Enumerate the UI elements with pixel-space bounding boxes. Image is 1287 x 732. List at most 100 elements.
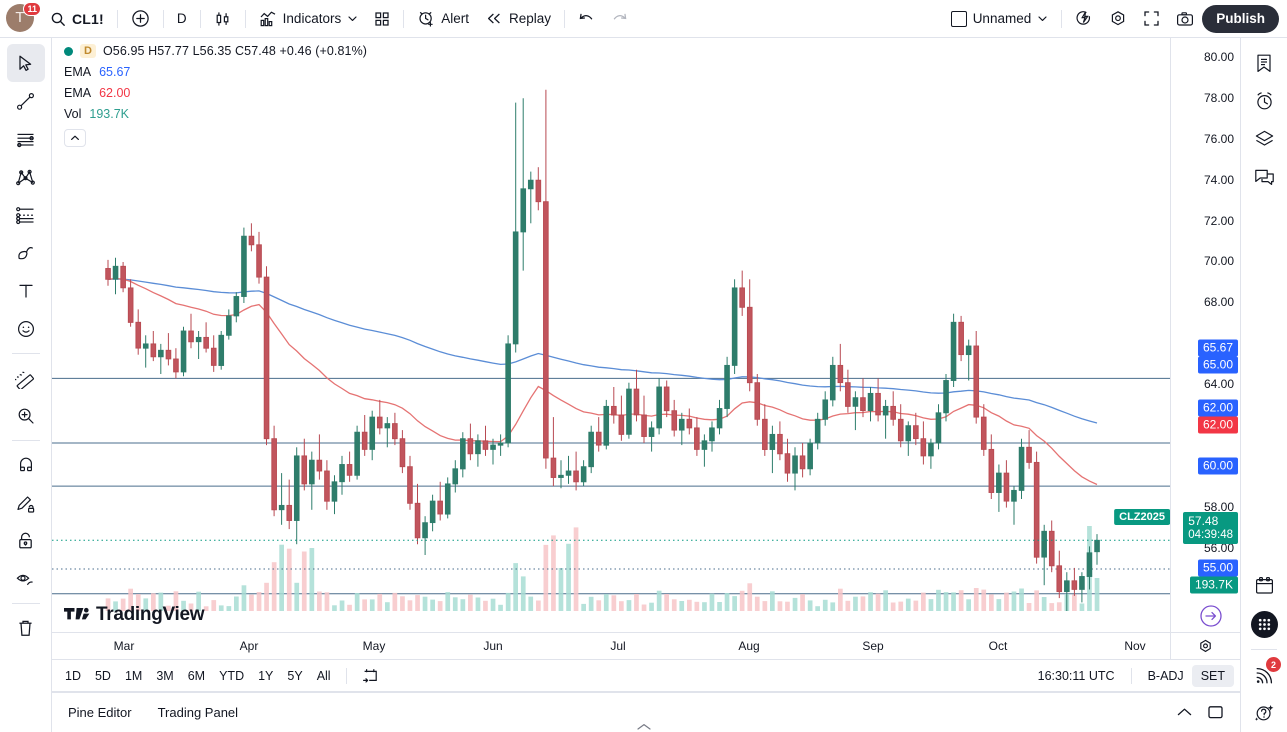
price-tick: 70.00 — [1203, 254, 1234, 268]
legend-indicator-ema-slow[interactable]: EMA 65.67 — [64, 65, 367, 79]
panel-expand-button[interactable] — [1176, 707, 1193, 718]
range-ytd[interactable]: YTD — [219, 668, 245, 683]
user-avatar[interactable]: T 11 — [6, 1, 41, 34]
horizontal-lines-tool[interactable] — [7, 120, 45, 158]
price-tick: 56.00 — [1203, 541, 1234, 555]
range-1d[interactable]: 1D — [65, 668, 81, 683]
divider — [244, 9, 246, 28]
alert-button[interactable]: Alert — [409, 5, 477, 33]
publish-button[interactable]: Publish — [1202, 4, 1279, 33]
emoji-tool[interactable] — [7, 310, 45, 348]
data-window-button[interactable] — [1246, 120, 1282, 158]
panel-maximize-button[interactable] — [1207, 705, 1224, 720]
price-line-62-badge[interactable]: 62.00 — [1197, 399, 1238, 417]
tab-pine-editor[interactable]: Pine Editor — [68, 705, 132, 720]
hex-gear-icon — [1109, 10, 1127, 28]
help-button[interactable] — [1246, 694, 1282, 732]
time-tick: Nov — [1124, 639, 1146, 653]
legend-indicator-ema-fast[interactable]: EMA 62.00 — [64, 86, 367, 100]
price-tick: 58.00 — [1203, 500, 1234, 514]
replay-button[interactable]: Replay — [477, 5, 559, 33]
chevron-down-icon[interactable] — [347, 13, 358, 24]
alerts-button[interactable] — [1246, 82, 1282, 120]
apps-button[interactable] — [1246, 605, 1282, 643]
ema-65-badge[interactable]: 65.67 — [1197, 339, 1238, 357]
legend-main-row[interactable]: D O56.95 H57.77 L56.35 C57.48 +0.46 (+0.… — [64, 44, 367, 58]
indicators-button[interactable]: Indicators — [251, 5, 367, 33]
price-tick: 78.00 — [1203, 91, 1234, 105]
symbol-search-button[interactable]: CL1! — [42, 5, 112, 33]
range-6m[interactable]: 6M — [187, 668, 206, 683]
rewind-icon — [485, 11, 503, 26]
lock-drawings-tool[interactable] — [7, 522, 45, 560]
magnet-tool[interactable] — [7, 446, 45, 484]
drawing-mode-tool[interactable] — [7, 484, 45, 522]
undo-icon — [578, 12, 595, 26]
range-3m[interactable]: 3M — [156, 668, 174, 683]
panel-drag-handle[interactable] — [636, 723, 652, 731]
broadcast-button[interactable]: 2 — [1246, 656, 1282, 694]
range-1m[interactable]: 1M — [124, 668, 143, 683]
time-axis[interactable]: Mar Apr May Jun Jul Aug Sep Oct Nov — [52, 605, 1240, 660]
adjustment-label[interactable]: B-ADJ — [1147, 668, 1184, 683]
elliott-wave-tool[interactable] — [7, 158, 45, 196]
chart-style-button[interactable] — [206, 5, 240, 33]
time-tick: Jul — [610, 639, 626, 653]
time-axis-settings-button[interactable] — [1170, 633, 1240, 659]
snapshot-button[interactable] — [1168, 5, 1202, 33]
add-symbol-button[interactable] — [123, 5, 158, 33]
layout-name-label: Unnamed — [972, 11, 1032, 26]
range-5d[interactable]: 5D — [94, 668, 111, 683]
hide-drawings-tool[interactable] — [7, 560, 45, 598]
interval-button[interactable]: D — [169, 5, 195, 33]
set-button[interactable]: SET — [1191, 664, 1234, 687]
undo-button[interactable] — [570, 5, 603, 33]
quick-search-button[interactable] — [1067, 5, 1101, 33]
toolbar-divider — [1251, 649, 1277, 650]
volume-badge[interactable]: 193.7K — [1189, 576, 1238, 594]
calendar-button[interactable] — [1246, 567, 1282, 605]
price-tick: 64.00 — [1203, 377, 1234, 391]
price-line-65-badge[interactable]: 65.00 — [1197, 356, 1238, 374]
price-line-60-badge[interactable]: 60.00 — [1197, 457, 1238, 475]
price-line-55-badge[interactable]: 55.00 — [1197, 559, 1238, 577]
chat-button[interactable] — [1246, 158, 1282, 196]
chart-canvas[interactable]: D O56.95 H57.77 L56.35 C57.48 +0.46 (+0.… — [52, 38, 1170, 632]
divider — [403, 9, 405, 28]
cursor-tool[interactable] — [6, 44, 45, 82]
contract-tag[interactable]: CLZ2025 — [1114, 509, 1170, 525]
ema-62-badge[interactable]: 62.00 — [1197, 416, 1238, 434]
legend-indicator-volume[interactable]: Vol 193.7K — [64, 107, 367, 121]
fullscreen-button[interactable] — [1135, 5, 1168, 33]
remove-drawings-tool[interactable] — [7, 609, 45, 647]
zoom-in-tool[interactable] — [7, 397, 45, 435]
legend-collapse-button[interactable] — [64, 129, 86, 147]
bottom-panel-controls — [1176, 705, 1224, 720]
watchlist-button[interactable] — [1246, 44, 1282, 82]
time-tick: Oct — [988, 639, 1008, 653]
series-color-dot — [64, 46, 73, 56]
trend-line-tool[interactable] — [7, 82, 45, 120]
clock-label[interactable]: 16:30:11 UTC — [1037, 668, 1115, 683]
redo-button[interactable] — [603, 5, 636, 33]
price-chart[interactable] — [52, 38, 1170, 611]
range-1y[interactable]: 1Y — [258, 668, 274, 683]
price-tick: 68.00 — [1203, 295, 1234, 309]
tab-trading-panel[interactable]: Trading Panel — [157, 705, 239, 720]
chevron-down-icon[interactable] — [1037, 13, 1048, 24]
chart-settings-button[interactable] — [1101, 5, 1135, 33]
fib-retracement-tool[interactable] — [7, 196, 45, 234]
range-all[interactable]: All — [316, 668, 331, 683]
range-5y[interactable]: 5Y — [287, 668, 303, 683]
last-price-badge[interactable]: 57.48 04:39:48 — [1183, 512, 1238, 544]
measure-tool[interactable] — [7, 359, 45, 397]
indicators-icon — [259, 10, 277, 28]
text-tool[interactable] — [7, 272, 45, 310]
replay-marker-overflow[interactable] — [1200, 605, 1222, 627]
layout-name-button[interactable]: Unnamed — [943, 5, 1057, 33]
templates-button[interactable] — [366, 5, 398, 33]
divider — [345, 667, 347, 684]
goto-date-button[interactable] — [355, 664, 386, 687]
price-axis[interactable]: 80.00 78.00 76.00 74.00 72.00 70.00 68.00 64.00… — [1170, 38, 1240, 632]
brush-tool[interactable] — [7, 234, 45, 272]
